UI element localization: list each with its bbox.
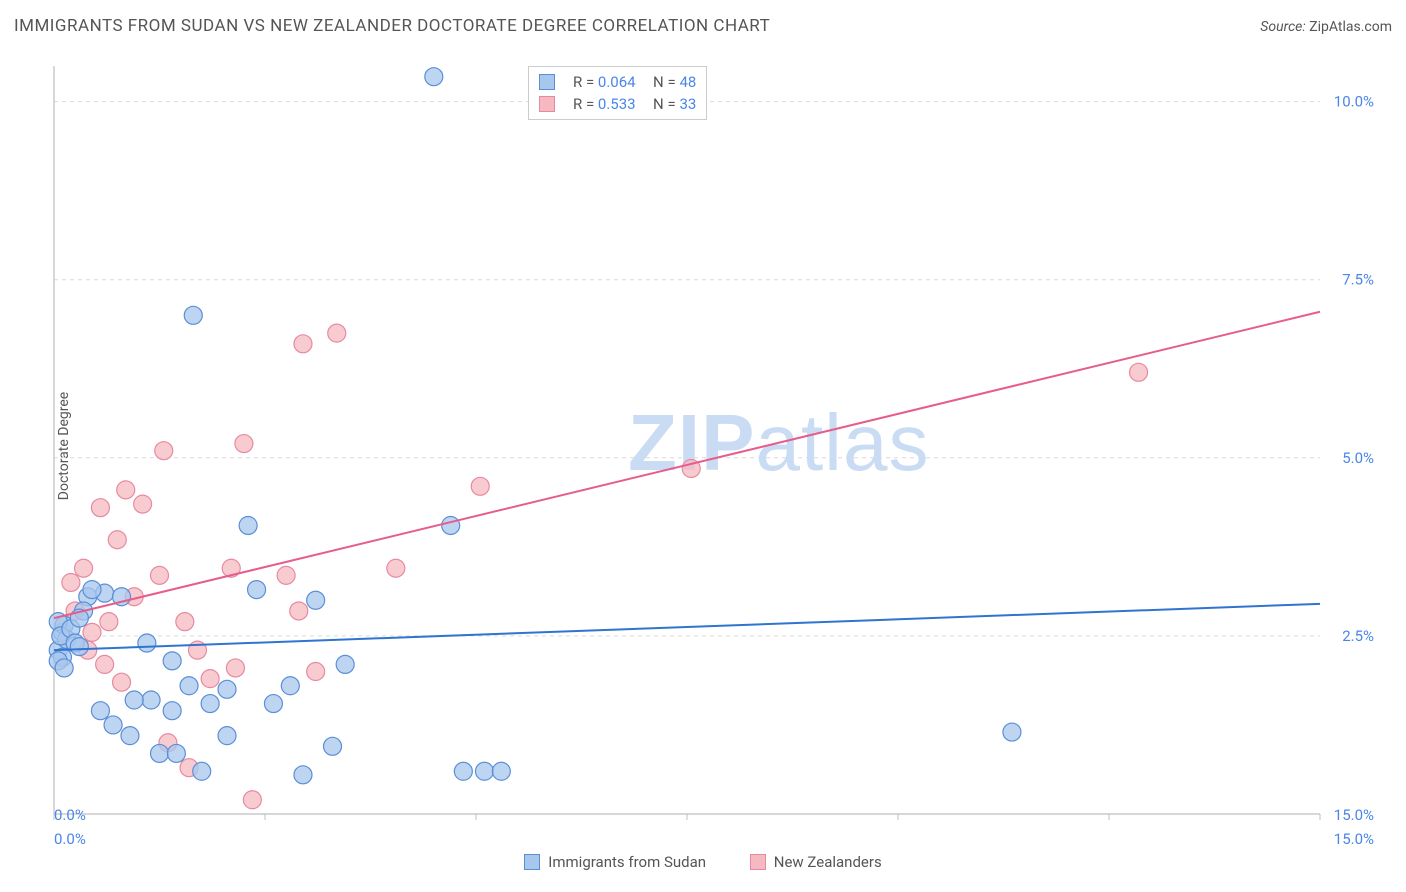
correlation-legend-row: R = 0.064 N = 48 <box>539 71 696 93</box>
svg-text:15.0%: 15.0% <box>1334 806 1374 820</box>
legend-swatch-nz <box>750 854 766 870</box>
legend-n-label: N = 33 <box>646 95 697 113</box>
legend-item-nz: New Zealanders <box>750 853 882 871</box>
source-attribution: Source: ZipAtlas.com <box>1260 19 1392 35</box>
chart-title: IMMIGRANTS FROM SUDAN VS NEW ZEALANDER D… <box>14 16 770 36</box>
legend-item-sudan: Immigrants from Sudan <box>524 853 706 871</box>
svg-text:7.5%: 7.5% <box>1342 271 1374 289</box>
svg-text:0.0%: 0.0% <box>54 806 86 820</box>
legend-swatch <box>539 96 555 112</box>
series-legend: Immigrants from Sudan New Zealanders <box>0 853 1406 874</box>
x-tick-label: 0.0% <box>54 830 86 848</box>
x-tick-label: 15.0% <box>1334 830 1374 848</box>
chart-header: IMMIGRANTS FROM SUDAN VS NEW ZEALANDER D… <box>14 16 1392 36</box>
legend-r-label: R = 0.533 <box>573 95 636 113</box>
legend-label-sudan: Immigrants from Sudan <box>548 853 706 871</box>
svg-text:10.0%: 10.0% <box>1334 93 1374 111</box>
legend-r-label: R = 0.064 <box>573 73 636 91</box>
legend-n-label: N = 48 <box>646 73 697 91</box>
scatter-plot: ZIPatlas2.5%5.0%7.5%10.0%0.0%15.0% 0.0%1… <box>48 60 1378 820</box>
correlation-legend-row: R = 0.533 N = 33 <box>539 93 696 115</box>
legend-label-nz: New Zealanders <box>774 853 882 871</box>
legend-swatch-sudan <box>524 854 540 870</box>
source-label: Source: <box>1260 19 1305 35</box>
svg-text:5.0%: 5.0% <box>1342 449 1374 467</box>
svg-text:2.5%: 2.5% <box>1342 627 1374 645</box>
source-value: ZipAtlas.com <box>1309 19 1392 35</box>
plot-svg: ZIPatlas2.5%5.0%7.5%10.0%0.0%15.0% <box>48 60 1378 820</box>
correlation-legend: R = 0.064 N = 48R = 0.533 N = 33 <box>528 66 707 120</box>
legend-swatch <box>539 74 555 90</box>
